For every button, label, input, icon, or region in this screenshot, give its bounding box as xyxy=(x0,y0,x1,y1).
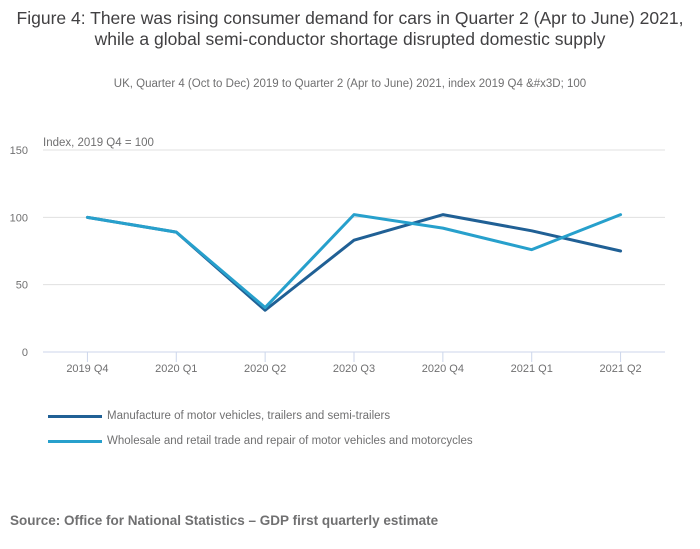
x-tick-label: 2020 Q4 xyxy=(422,363,464,375)
x-tick-label: 2020 Q2 xyxy=(244,363,286,375)
legend-label: Manufacture of motor vehicles, trailers … xyxy=(107,410,391,422)
legend-item-manufacture: Manufacture of motor vehicles, trailers … xyxy=(48,410,390,422)
x-tick-label: 2021 Q1 xyxy=(511,363,553,375)
x-axis: 2019 Q4 2020 Q1 2020 Q2 2020 Q3 2020 Q4 2021 … xyxy=(43,351,665,375)
y-axis-ticks: 0 50 100 150 xyxy=(10,145,28,359)
legend-swatch xyxy=(48,414,102,418)
legend-label: Wholesale and retail trade and repair of… xyxy=(107,435,473,447)
source-note: Source: Office for National Statistics –… xyxy=(10,513,439,528)
chart-title: Figure 4: There was rising consumer dema… xyxy=(16,8,684,49)
x-tick-label: 2020 Q3 xyxy=(333,363,375,375)
chart-subtitle: UK, Quarter 4 (Oct to Dec) 2019 to Quart… xyxy=(113,78,587,90)
y-tick-label: 100 xyxy=(10,212,28,224)
gridlines xyxy=(43,149,665,286)
legend-swatch xyxy=(48,439,102,443)
y-tick-label: 0 xyxy=(22,347,28,359)
y-tick-label: 50 xyxy=(16,280,28,292)
series-lines xyxy=(85,213,623,312)
y-axis-label: Index, 2019 Q4 = 100 xyxy=(43,137,154,149)
y-tick-label: 150 xyxy=(10,145,28,157)
legend-item-wholesale: Wholesale and retail trade and repair of… xyxy=(48,435,473,447)
series-line-wholesale xyxy=(85,213,623,310)
x-tick-label: 2019 Q4 xyxy=(66,363,108,375)
series-line-manufacture xyxy=(85,213,623,312)
x-tick-label: 2021 Q2 xyxy=(599,363,641,375)
x-tick-label: 2020 Q1 xyxy=(155,363,197,375)
